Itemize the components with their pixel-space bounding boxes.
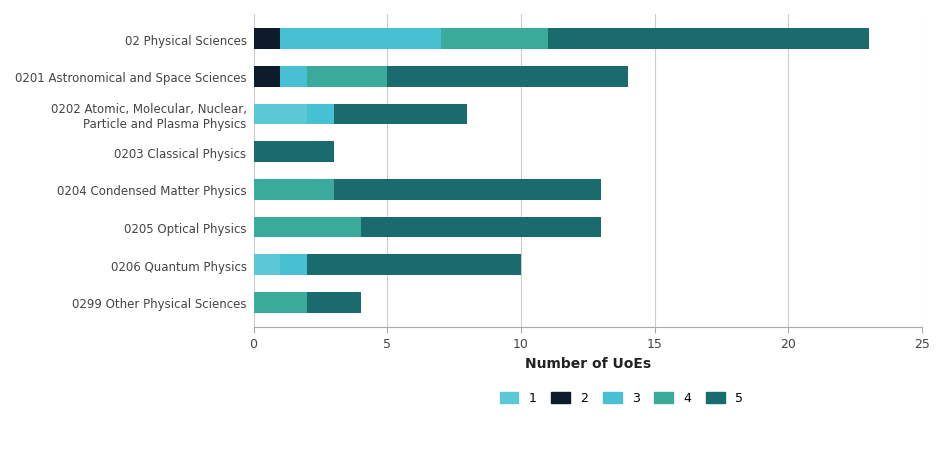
Bar [253,217,361,238]
Bar [253,29,280,50]
Bar [387,67,627,87]
Bar [253,67,280,87]
Bar [253,255,280,275]
Bar [280,255,307,275]
Bar [280,29,440,50]
Bar [333,104,467,125]
Bar [280,67,307,87]
Bar [253,142,333,162]
Bar [253,292,307,313]
Bar [307,67,387,87]
Bar [333,179,600,200]
Bar [307,255,520,275]
Bar [307,104,333,125]
Legend: 1, 2, 3, 4, 5: 1, 2, 3, 4, 5 [494,386,747,409]
Bar [253,104,307,125]
X-axis label: Number of UoEs: Number of UoEs [524,356,650,370]
Bar [307,292,361,313]
Bar [361,217,600,238]
Bar [440,29,548,50]
Bar [253,179,333,200]
Bar [548,29,868,50]
